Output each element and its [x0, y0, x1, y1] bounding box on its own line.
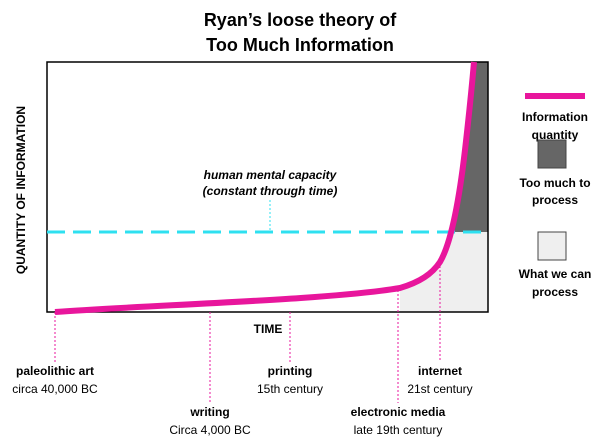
milestone-name: printing: [268, 364, 313, 378]
milestone-name: paleolithic art: [16, 364, 94, 378]
annotation: human mental capacity: [204, 168, 338, 182]
x-axis-label: TIME: [254, 322, 283, 336]
legend-label: process: [532, 285, 578, 299]
information-curve: [54, 61, 477, 315]
legend-swatch: [537, 139, 567, 169]
legend-label: What we can: [519, 267, 592, 281]
milestone-date: late 19th century: [354, 423, 443, 437]
milestone-name: electronic media: [351, 405, 446, 419]
milestone-name: internet: [418, 364, 462, 378]
legend-label: Information: [522, 110, 588, 124]
title-line: Too Much Information: [206, 35, 394, 55]
milestone-date: circa 40,000 BC: [12, 382, 98, 396]
legend-label: Too much to: [519, 176, 590, 190]
milestone-date: Circa 4,000 BC: [169, 423, 251, 437]
milestone-name: writing: [189, 405, 229, 419]
legend-label: quantity: [532, 128, 579, 142]
y-axis-label: QUANTITY OF INFORMATION: [14, 106, 28, 274]
annotation: (constant through time): [203, 184, 338, 198]
milestone-date: 15th century: [257, 382, 323, 396]
milestone-date: 21st century: [407, 382, 472, 396]
processable-region: [400, 232, 488, 312]
plot-frame: [46, 61, 489, 313]
legend-swatch: [537, 231, 567, 261]
legend-label: process: [532, 193, 578, 207]
title-line: Ryan’s loose theory of: [204, 10, 397, 30]
